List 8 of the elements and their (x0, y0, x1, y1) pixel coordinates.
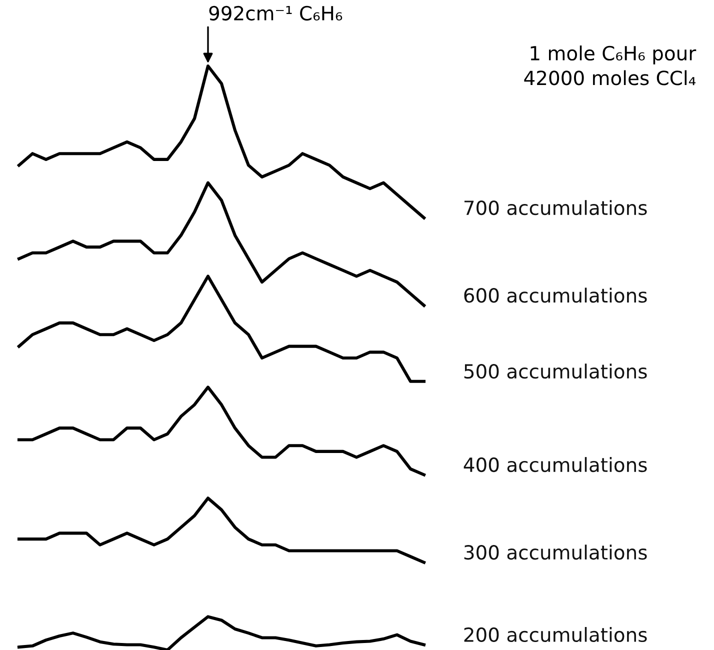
text: 1 mole C₆H₆ pour 42000 moles CCl₄ (524, 46, 696, 86)
text: 400 accumulations (464, 457, 647, 472)
text: 600 accumulations (464, 288, 647, 303)
text: 700 accumulations (464, 200, 647, 216)
text: 500 accumulations (464, 364, 647, 379)
text: 200 accumulations (464, 627, 647, 642)
text: 992cm⁻¹ C₆H₆ (209, 6, 342, 21)
text: 300 accumulations (464, 544, 647, 560)
